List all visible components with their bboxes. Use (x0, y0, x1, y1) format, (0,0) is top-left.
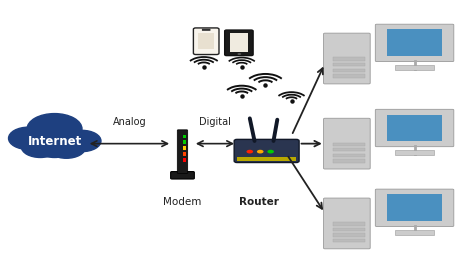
FancyBboxPatch shape (324, 33, 370, 84)
Bar (333, 234, 365, 237)
FancyBboxPatch shape (375, 189, 454, 226)
Circle shape (237, 53, 241, 55)
Circle shape (21, 136, 59, 157)
Circle shape (27, 114, 82, 144)
FancyBboxPatch shape (202, 29, 210, 31)
Bar (333, 159, 365, 163)
Bar (333, 74, 365, 77)
FancyBboxPatch shape (171, 172, 194, 179)
FancyBboxPatch shape (193, 28, 219, 55)
Text: Modem: Modem (164, 197, 201, 207)
Bar (333, 148, 365, 151)
Bar (395, 65, 435, 70)
FancyBboxPatch shape (375, 24, 454, 61)
Bar (333, 143, 365, 146)
Text: Router: Router (239, 197, 279, 207)
Bar (183, 152, 186, 156)
FancyBboxPatch shape (324, 198, 370, 249)
Bar (395, 230, 435, 235)
Bar (198, 33, 214, 49)
Bar (387, 30, 442, 56)
FancyBboxPatch shape (234, 139, 299, 163)
Circle shape (63, 130, 101, 152)
Bar (333, 222, 365, 226)
Circle shape (9, 127, 48, 149)
FancyBboxPatch shape (225, 30, 253, 56)
Bar (387, 115, 442, 142)
FancyBboxPatch shape (324, 118, 370, 169)
Text: Analog: Analog (113, 117, 146, 127)
Bar (237, 157, 296, 161)
Circle shape (35, 135, 74, 157)
Bar (395, 150, 435, 155)
Bar (183, 158, 186, 162)
Bar (183, 140, 186, 144)
Bar (183, 146, 186, 150)
Circle shape (246, 150, 253, 153)
Bar (230, 33, 248, 52)
Circle shape (47, 137, 85, 158)
FancyBboxPatch shape (375, 109, 454, 147)
Circle shape (267, 150, 274, 153)
Bar (333, 154, 365, 157)
FancyBboxPatch shape (177, 130, 188, 173)
Text: Digital: Digital (199, 117, 231, 127)
Bar (333, 63, 365, 66)
Bar (387, 194, 442, 221)
Bar (333, 228, 365, 231)
Circle shape (257, 150, 264, 153)
Text: Internet: Internet (27, 135, 82, 148)
Bar (183, 135, 186, 138)
Bar (333, 239, 365, 242)
Bar (333, 69, 365, 72)
Bar (333, 57, 365, 61)
